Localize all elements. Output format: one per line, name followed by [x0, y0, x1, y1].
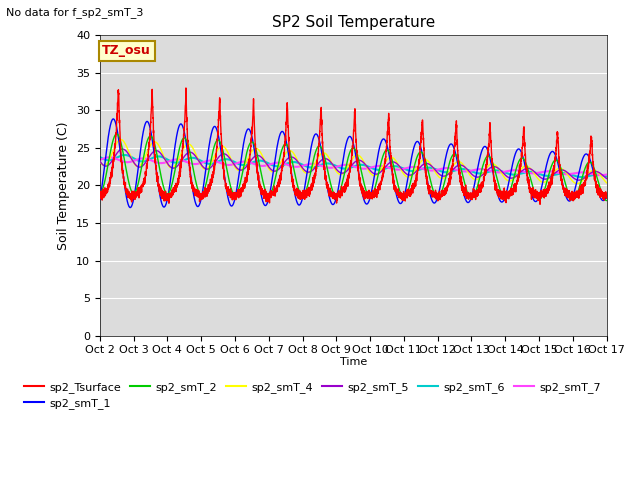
Text: TZ_osu: TZ_osu — [102, 44, 151, 57]
sp2_smT_2 — [113, 131, 120, 137]
sp2_smT_5 — [187, 149, 195, 155]
sp2_smT_6 — [187, 155, 195, 161]
sp2_Tsurface — [602, 193, 610, 199]
sp2_smT_5 — [603, 176, 611, 181]
sp2_smT_5 — [602, 175, 610, 181]
sp2_smT_6 — [603, 174, 611, 180]
Legend: sp2_Tsurface, sp2_smT_1, sp2_smT_2, sp2_smT_4, sp2_smT_5, sp2_smT_6, sp2_smT_7: sp2_Tsurface, sp2_smT_1, sp2_smT_2, sp2_… — [19, 377, 606, 413]
sp2_smT_6 — [495, 168, 503, 174]
sp2_smT_7 — [187, 161, 195, 167]
sp2_smT_5 — [495, 166, 503, 172]
sp2_smT_4 — [334, 170, 342, 176]
sp2_smT_7 — [467, 168, 474, 174]
sp2_smT_6 — [602, 173, 610, 179]
sp2_smT_7 — [438, 166, 446, 171]
Line: sp2_smT_6: sp2_smT_6 — [100, 155, 607, 177]
Line: sp2_smT_2: sp2_smT_2 — [100, 134, 607, 201]
sp2_Tsurface — [495, 190, 503, 196]
sp2_smT_7 — [96, 157, 104, 163]
sp2_smT_7 — [596, 172, 604, 178]
sp2_smT_1 — [603, 193, 611, 199]
sp2_Tsurface — [467, 193, 474, 199]
sp2_smT_1 — [96, 196, 104, 202]
sp2_smT_6 — [121, 152, 129, 158]
sp2_smT_2 — [438, 187, 446, 192]
sp2_smT_6 — [438, 169, 446, 175]
sp2_Tsurface — [536, 202, 544, 207]
sp2_smT_5 — [467, 170, 474, 176]
sp2_smT_2 — [96, 190, 104, 196]
Line: sp2_smT_4: sp2_smT_4 — [100, 140, 607, 183]
sp2_smT_7 — [603, 172, 611, 178]
sp2_Tsurface — [187, 177, 195, 183]
sp2_smT_4 — [573, 180, 581, 186]
sp2_smT_2 — [602, 197, 610, 203]
sp2_smT_6 — [334, 164, 342, 170]
sp2_smT_1 — [495, 196, 503, 202]
sp2_smT_4 — [495, 167, 503, 173]
sp2_smT_2 — [603, 198, 611, 204]
sp2_smT_1 — [188, 176, 195, 182]
sp2_smT_4 — [187, 143, 195, 148]
sp2_smT_2 — [187, 155, 195, 160]
sp2_smT_6 — [578, 174, 586, 180]
sp2_Tsurface — [438, 188, 446, 193]
sp2_smT_7 — [106, 155, 113, 160]
sp2_smT_2 — [495, 184, 503, 190]
Line: sp2_smT_1: sp2_smT_1 — [100, 119, 607, 207]
X-axis label: Time: Time — [340, 357, 367, 367]
sp2_smT_4 — [602, 180, 610, 185]
sp2_smT_1 — [126, 204, 134, 210]
sp2_smT_4 — [438, 176, 446, 181]
sp2_smT_1 — [467, 196, 474, 202]
sp2_smT_2 — [334, 192, 342, 198]
sp2_smT_5 — [96, 158, 104, 164]
Y-axis label: Soil Temperature (C): Soil Temperature (C) — [58, 121, 70, 250]
sp2_smT_1 — [602, 194, 610, 200]
sp2_smT_5 — [438, 173, 446, 179]
sp2_smT_7 — [495, 169, 503, 175]
Line: sp2_smT_7: sp2_smT_7 — [100, 157, 607, 175]
sp2_smT_2 — [467, 195, 474, 201]
sp2_smT_6 — [467, 168, 474, 174]
sp2_smT_4 — [467, 173, 474, 179]
sp2_Tsurface — [96, 190, 104, 195]
sp2_smT_1 — [438, 171, 446, 177]
sp2_Tsurface — [182, 85, 190, 91]
sp2_smT_4 — [117, 137, 125, 143]
sp2_Tsurface — [603, 193, 611, 199]
sp2_Tsurface — [334, 190, 342, 196]
sp2_smT_5 — [334, 168, 342, 174]
sp2_smT_4 — [96, 158, 104, 164]
sp2_smT_1 — [109, 116, 117, 122]
sp2_smT_5 — [575, 177, 582, 183]
Title: SP2 Soil Temperature: SP2 Soil Temperature — [271, 15, 435, 30]
Text: No data for f_sp2_smT_3: No data for f_sp2_smT_3 — [6, 7, 144, 18]
Line: sp2_smT_5: sp2_smT_5 — [100, 149, 607, 180]
sp2_smT_6 — [96, 154, 104, 160]
sp2_smT_4 — [603, 180, 611, 186]
sp2_smT_1 — [334, 187, 342, 192]
Line: sp2_Tsurface: sp2_Tsurface — [100, 88, 607, 204]
sp2_smT_7 — [602, 172, 610, 178]
sp2_smT_7 — [334, 163, 342, 169]
sp2_smT_5 — [118, 146, 126, 152]
